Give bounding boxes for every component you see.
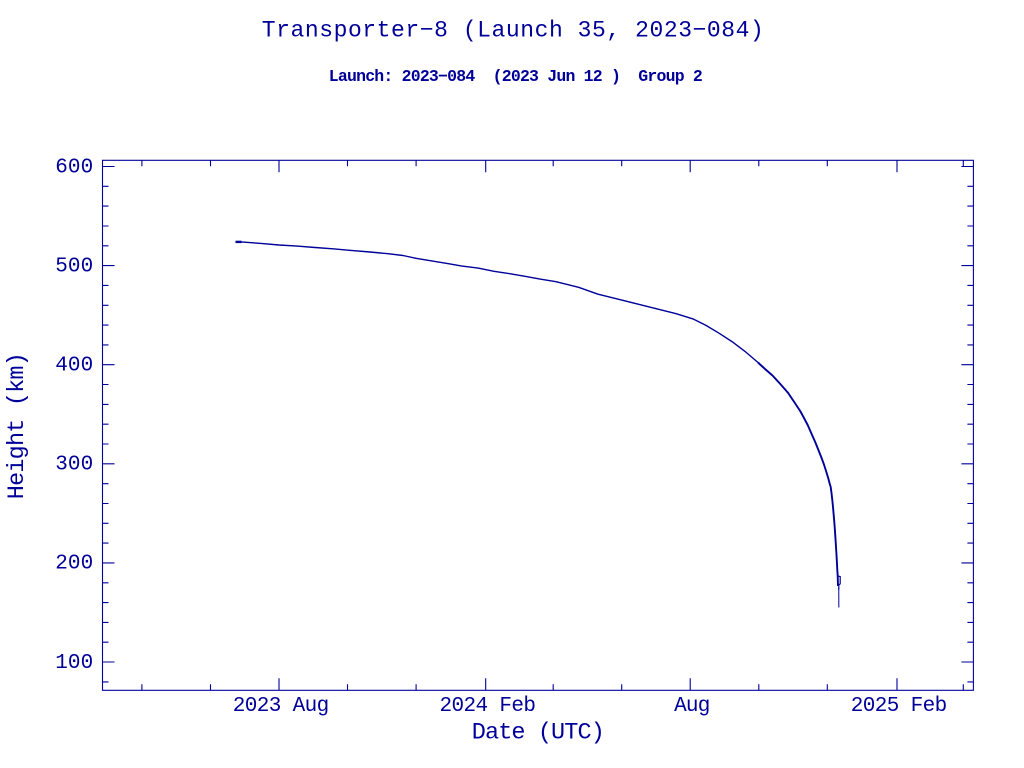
svg-text:Launch: 2023−084 (2023 Jun 12: Launch: 2023−084 (2023 Jun 12 ) Group 2	[329, 67, 703, 86]
svg-text:500: 500	[55, 255, 93, 278]
svg-text:100: 100	[55, 652, 93, 675]
svg-text:Height (km): Height (km)	[4, 352, 31, 499]
svg-text:Date (UTC): Date (UTC)	[472, 720, 605, 747]
svg-text:200: 200	[55, 553, 93, 576]
svg-text:Aug: Aug	[674, 695, 710, 718]
svg-text:400: 400	[55, 355, 93, 378]
svg-text:2025 Feb: 2025 Feb	[851, 695, 947, 718]
svg-text:2024 Feb: 2024 Feb	[440, 695, 536, 718]
svg-text:300: 300	[55, 454, 93, 477]
svg-text:Transporter−8 (Launch 35, 2023: Transporter−8 (Launch 35, 2023−084)	[262, 17, 764, 43]
svg-text:2023 Aug: 2023 Aug	[233, 695, 329, 718]
svg-text:600: 600	[55, 156, 93, 179]
